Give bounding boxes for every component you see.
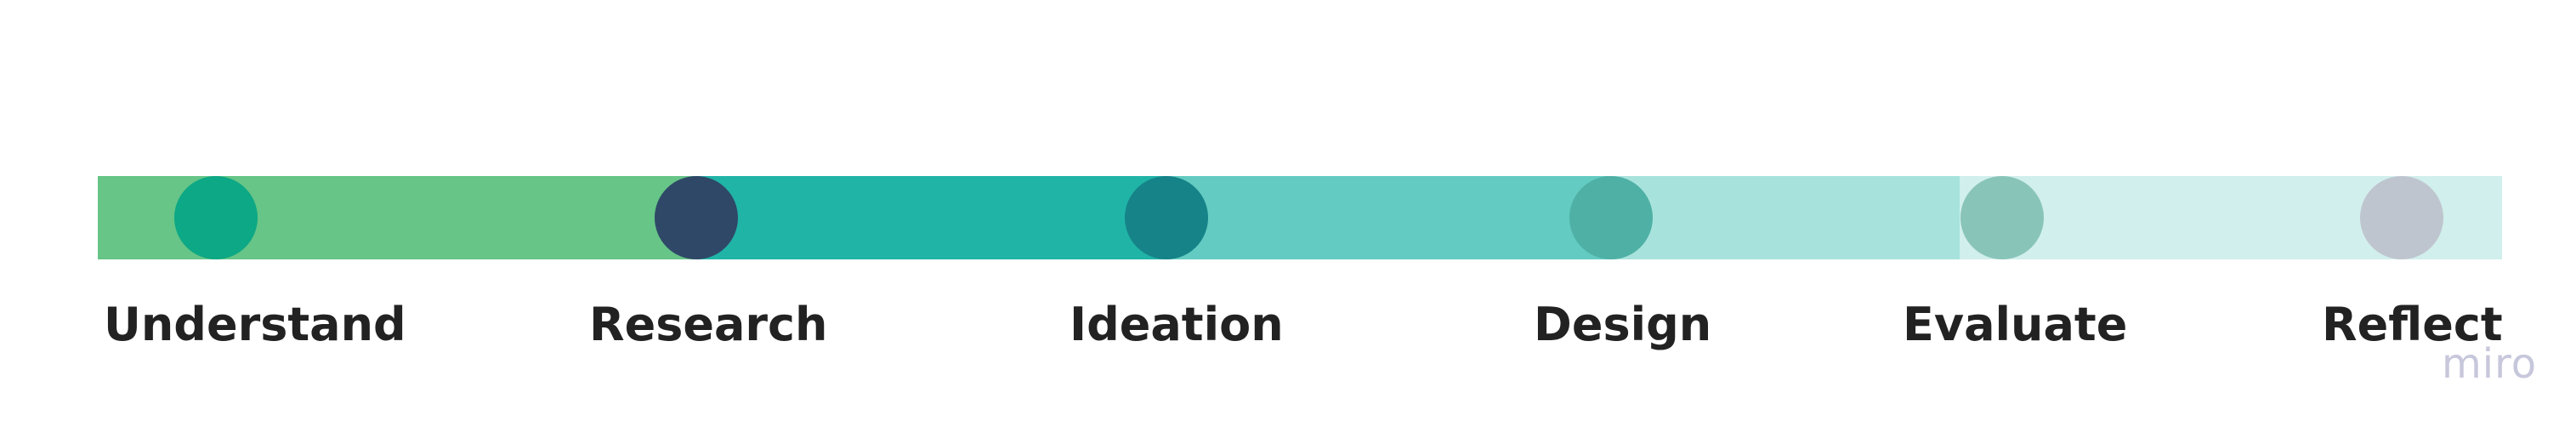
stage-label-reflect: Reflect [2322, 298, 2503, 351]
stage-bar-research [697, 176, 1169, 259]
stage-dot-design [1569, 176, 1653, 259]
stage-dot-reflect [2360, 176, 2443, 259]
stage-label-evaluate: Evaluate [1903, 298, 2128, 351]
stage-label-ideation: Ideation [1070, 298, 1284, 351]
stage-label-design: Design [1534, 298, 1712, 351]
stage-dot-understand [174, 176, 258, 259]
stage-dot-evaluate [1960, 176, 2044, 259]
stage-bar-ideation [1169, 176, 1609, 259]
stage-dot-research [655, 176, 738, 259]
miro-watermark: miro [2442, 340, 2538, 388]
stage-label-research: Research [589, 298, 828, 351]
stage-label-understand: Understand [104, 298, 406, 351]
stage-bar-design [1609, 176, 1960, 259]
stage-dot-ideation [1125, 176, 1208, 259]
